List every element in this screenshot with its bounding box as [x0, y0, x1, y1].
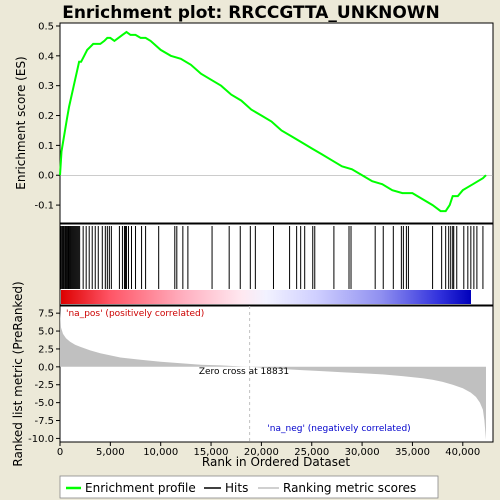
- metric-tick-label: -7.5: [34, 416, 54, 427]
- metric-tick-label: 7.5: [38, 309, 54, 320]
- es-tick-label: 0.5: [38, 21, 54, 32]
- chart-title: Enrichment plot: RRCCGTTA_UNKNOWN: [62, 3, 440, 23]
- legend: Enrichment profile Hits Ranking metric s…: [59, 475, 439, 499]
- metric-axis-title: Ranked list metric (PreRanked): [11, 281, 25, 466]
- x-axis-title: Rank in Ordered Dataset: [202, 455, 350, 469]
- enrichment-profile-line: [59, 30, 487, 213]
- x-tick-label: 0: [57, 447, 63, 458]
- x-tick-label: 20,000: [244, 447, 279, 458]
- x-tick-label: 5,000: [96, 447, 125, 458]
- x-tick-label: 30,000: [345, 447, 380, 458]
- es-tick-label: 0.3: [38, 81, 54, 92]
- metric-tick-label: -5.0: [34, 398, 54, 409]
- es-panel: [59, 22, 494, 224]
- es-tick-label: 0.0: [38, 171, 54, 182]
- es-tick-label: -0.1: [34, 201, 54, 212]
- x-tick-label: 10,000: [143, 447, 178, 458]
- metric-tick-label: 2.5: [38, 344, 54, 355]
- metric-axis: 7.5 5.0 2.5 0.0 -2.5 -5.0 -7.5 -10.0: [28, 309, 60, 445]
- rank-heatmap-bar: [61, 290, 471, 304]
- legend-metric-label: Ranking metric scores: [283, 481, 416, 495]
- es-axis: -0.1 0.0 0.1 0.2 0.3 0.4 0.5: [34, 21, 60, 212]
- negative-correlation-label: 'na_neg' (negatively correlated): [267, 424, 410, 434]
- metric-tick-label: 0.0: [38, 362, 54, 373]
- zero-cross-label: Zero cross at 18831: [199, 367, 289, 377]
- x-tick-label: 25,000: [294, 447, 329, 458]
- legend-hits-label: Hits: [225, 481, 248, 495]
- legend-profile-label: Enrichment profile: [85, 481, 196, 495]
- es-tick-label: 0.1: [38, 141, 54, 152]
- positive-correlation-label: 'na_pos' (positively correlated): [66, 309, 204, 319]
- x-tick-label: 15,000: [194, 447, 229, 458]
- es-tick-label: 0.2: [38, 111, 54, 122]
- metric-tick-label: 5.0: [38, 327, 54, 338]
- metric-tick-label: -2.5: [34, 380, 54, 391]
- metric-tick-label: -10.0: [28, 434, 54, 445]
- es-tick-label: 0.4: [38, 51, 54, 62]
- x-axis: 0 5,000 10,000 15,000 20,000 25,000 30,000 35,0…: [57, 442, 480, 458]
- es-axis-title: Enrichment score (ES): [14, 56, 28, 189]
- ranking-metric-area: [60, 309, 486, 440]
- x-tick-label: 35,000: [395, 447, 430, 458]
- x-tick-label: 40,000: [445, 447, 480, 458]
- hits-marks: [60, 226, 484, 289]
